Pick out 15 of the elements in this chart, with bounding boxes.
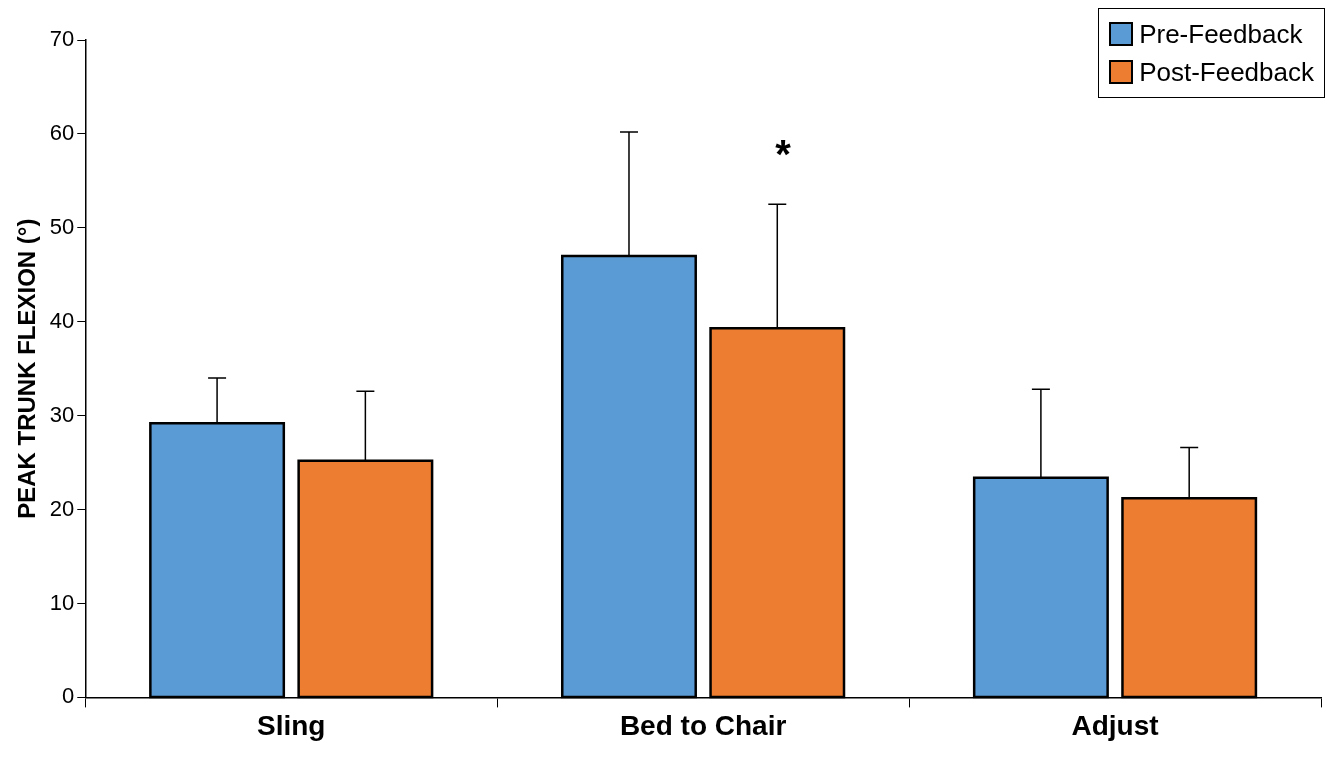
y-tick-label: 0	[62, 683, 75, 709]
x-tick-label: Adjust	[1071, 709, 1159, 741]
y-axis-title: PEAK TRUNK FLEXION (°)	[13, 218, 41, 519]
y-tick-label: 10	[49, 589, 75, 615]
annotation: *	[775, 132, 792, 176]
y-tick-label: 40	[49, 307, 75, 333]
x-tick-label: Sling	[257, 709, 326, 741]
legend-label: Post-Feedback	[1139, 56, 1314, 89]
y-tick-label: 30	[49, 401, 75, 427]
y-tick-label: 60	[49, 119, 75, 145]
y-tick-label: 20	[49, 495, 75, 521]
legend-label: Pre-Feedback	[1139, 18, 1303, 51]
x-tick-label: Bed to Chair	[619, 709, 787, 741]
y-tick-label: 50	[49, 213, 75, 239]
y-tick-label: 70	[49, 26, 75, 52]
